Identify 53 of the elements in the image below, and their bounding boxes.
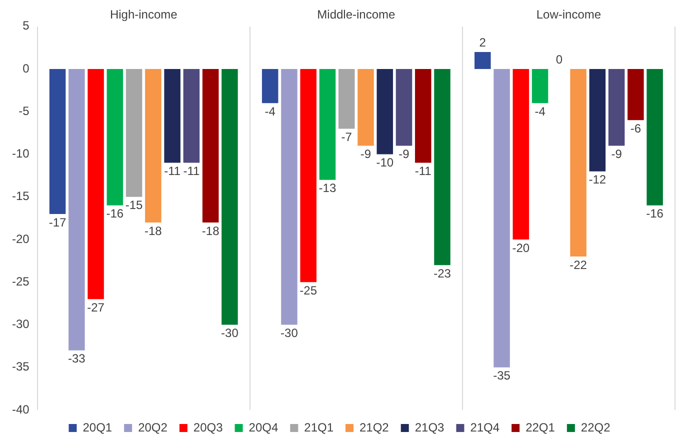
data-label: -9 bbox=[611, 147, 622, 162]
data-label: -23 bbox=[434, 266, 452, 280]
y-tick-label: -20 bbox=[12, 232, 30, 246]
y-tick-label: -10 bbox=[12, 146, 30, 161]
data-label: -17 bbox=[48, 215, 67, 230]
x-tick-label: Middle-income bbox=[317, 8, 396, 22]
data-label: 2 bbox=[479, 35, 486, 50]
data-label: -6 bbox=[630, 121, 642, 136]
y-tick-label: -25 bbox=[12, 274, 30, 288]
y-tick-label: -5 bbox=[18, 104, 30, 118]
data-label: -27 bbox=[87, 300, 105, 314]
x-tick-label: Low-income bbox=[536, 8, 602, 22]
legend-label: 20Q3 bbox=[193, 420, 224, 434]
legend-label: 21Q3 bbox=[414, 420, 445, 434]
x-tick-label: High-income bbox=[110, 8, 178, 22]
data-label: -16 bbox=[106, 206, 124, 221]
data-label: -4 bbox=[534, 104, 546, 118]
data-label: -7 bbox=[341, 130, 352, 144]
y-tick-label: -30 bbox=[12, 317, 30, 332]
data-label: -18 bbox=[202, 224, 220, 238]
data-label: -30 bbox=[221, 326, 239, 340]
data-label: -35 bbox=[493, 368, 511, 383]
data-label: -22 bbox=[570, 258, 588, 272]
legend-label: 21Q2 bbox=[360, 420, 390, 434]
data-label: -9 bbox=[360, 147, 372, 162]
y-tick-label: -15 bbox=[12, 189, 30, 204]
legend-label: 20Q4 bbox=[248, 420, 278, 434]
data-label: -11 bbox=[164, 164, 181, 178]
data-label: -4 bbox=[264, 104, 276, 118]
y-tick-label: 5 bbox=[22, 18, 30, 33]
data-label: -9 bbox=[398, 147, 410, 162]
legend-label: 21Q1 bbox=[304, 420, 334, 434]
data-label: -11 bbox=[414, 164, 432, 178]
y-tick-label: -40 bbox=[12, 402, 30, 416]
data-label: -10 bbox=[376, 156, 394, 170]
legend-label: 21Q4 bbox=[470, 420, 500, 434]
y-tick-label: 0 bbox=[22, 61, 30, 76]
legend-label: 20Q1 bbox=[82, 420, 112, 434]
data-label: -11 bbox=[183, 164, 200, 178]
y-tick-label: -35 bbox=[12, 360, 30, 374]
data-label: -20 bbox=[512, 240, 530, 255]
data-label: -18 bbox=[144, 224, 162, 238]
data-label: -16 bbox=[646, 206, 664, 221]
data-label: -25 bbox=[300, 283, 318, 298]
legend-label: 22Q1 bbox=[526, 420, 556, 434]
data-label: -30 bbox=[280, 326, 298, 340]
data-label: 0 bbox=[556, 52, 563, 66]
data-label: -15 bbox=[125, 198, 144, 212]
legend-label: 20Q2 bbox=[138, 420, 168, 434]
data-label: -12 bbox=[588, 172, 606, 187]
data-label: -13 bbox=[318, 181, 336, 196]
data-label: -33 bbox=[68, 352, 86, 366]
legend-label: 22Q2 bbox=[580, 420, 611, 434]
